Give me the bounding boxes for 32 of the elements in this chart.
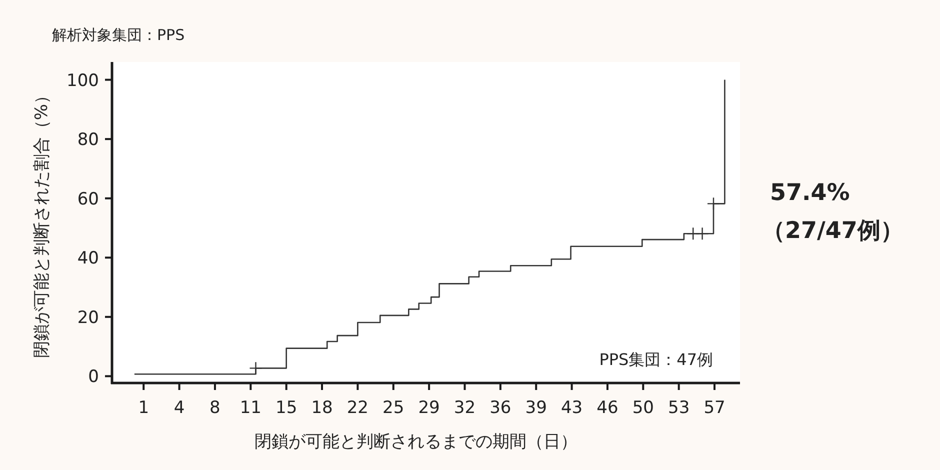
point [696,227,709,240]
y-tick-label: 100 [66,70,99,91]
text: 57.4% [770,180,850,206]
x-tick-label: 8 [210,398,220,418]
y-tick-label: 0 [88,367,99,388]
x-tick-label: 46 [596,398,618,418]
x-tick-label: 1 [138,398,150,418]
y-tick-label: 80 [77,130,99,150]
x-tick-label: 39 [525,398,547,418]
point [706,197,720,210]
x-tick-label: 32 [454,398,476,418]
point [249,362,262,375]
x-axis-title: 閉鎖が可能と判断されるまでの期間（日） [254,432,578,452]
x-tick-label: 25 [382,398,404,418]
y-axis-title: 閉鎖が可能と判断された割合（%） [32,86,52,358]
x-tick-label: 36 [490,398,512,418]
x-tick-label: 57 [704,398,726,418]
annotation: PPS集団：47例 [599,350,713,369]
x-tick-label: 15 [276,398,298,418]
x-tick-label: 18 [311,398,333,418]
y-tick-label: 60 [77,189,99,210]
x-tick-label: 43 [560,398,583,418]
x-tick-label: 29 [418,398,440,418]
x-tick-label: 4 [174,398,185,418]
x-tick-label: 22 [346,398,369,418]
x-tick-label: 53 [668,398,690,418]
x-tick-label: 11 [240,398,262,418]
text: （27/47例） [762,218,904,244]
y-tick-label: 20 [77,308,99,328]
x-tick-label: 50 [632,398,654,418]
chart-subtitle: 解析対象集団：PPS [52,26,185,44]
y-tick-label: 40 [77,248,99,269]
